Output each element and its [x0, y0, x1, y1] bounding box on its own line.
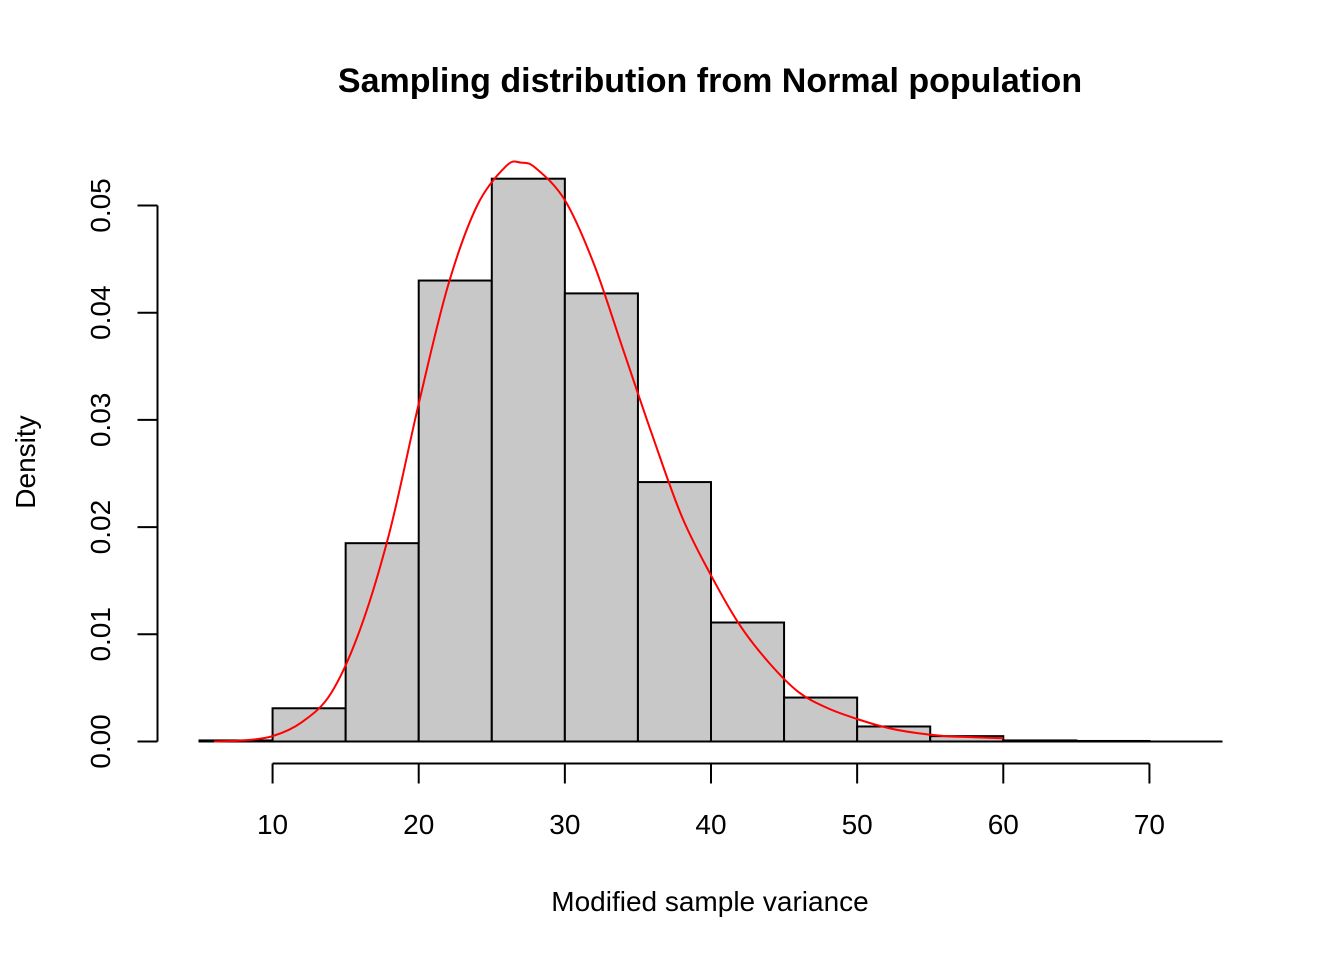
y-tick-label: 0.05 [85, 178, 116, 233]
x-tick-label: 70 [1134, 809, 1165, 840]
histogram-bar [490, 177, 566, 743]
y-axis-label: Density [10, 415, 41, 508]
histogram-bars [198, 177, 1151, 743]
x-axis: 10 20 30 40 50 60 70 [257, 762, 1165, 840]
histogram-bar [271, 707, 347, 743]
histogram-bar [344, 542, 420, 743]
histogram-bar [636, 481, 713, 743]
x-tick-label: 30 [549, 809, 580, 840]
chart-title: Sampling distribution from Normal popula… [338, 62, 1082, 100]
x-tick-label: 50 [842, 809, 873, 840]
y-tick-label: 0.00 [85, 714, 116, 769]
density-curve [214, 160, 1004, 743]
x-tick-label: 40 [695, 809, 726, 840]
y-tick-label: 0.03 [85, 393, 116, 448]
x-axis-label: Modified sample variance [551, 886, 869, 917]
y-tick-label: 0.04 [85, 285, 116, 340]
y-tick-label: 0.02 [85, 500, 116, 555]
y-tick-label: 0.01 [85, 607, 116, 662]
histogram-bar [710, 621, 786, 743]
x-tick-label: 60 [988, 809, 1019, 840]
histogram-bar [417, 279, 493, 743]
density-curve-layer [214, 160, 1004, 743]
x-tick-label: 20 [403, 809, 434, 840]
x-tick-label: 10 [257, 809, 288, 840]
y-axis: 0.00 0.01 0.02 0.03 0.04 0.05 [85, 178, 159, 769]
